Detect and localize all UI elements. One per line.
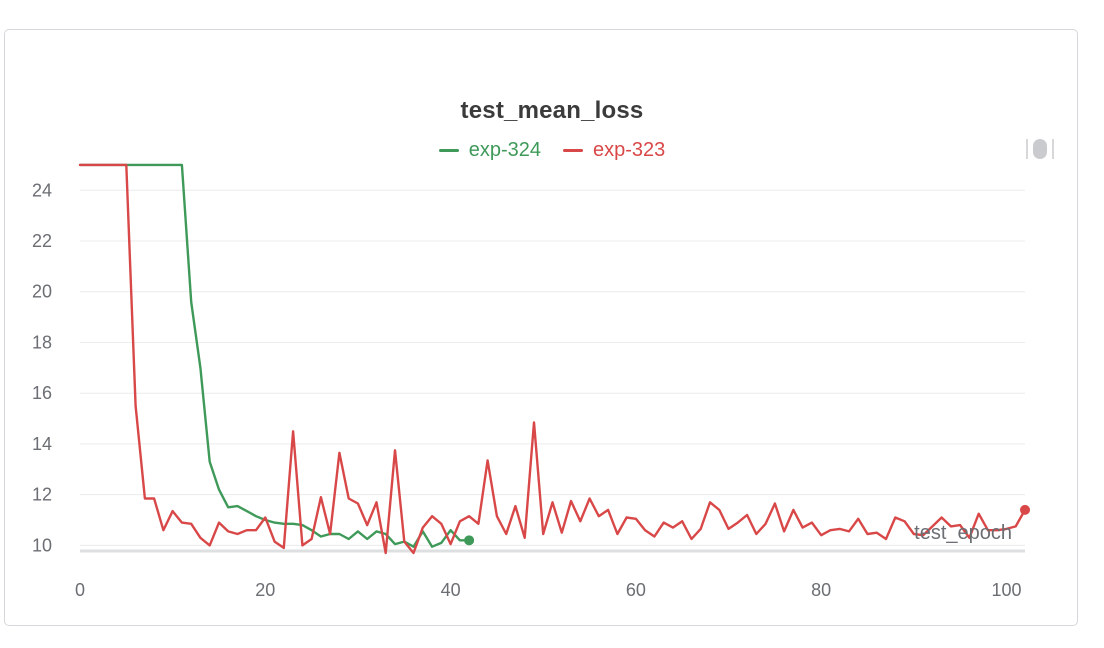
y-tick-label-3: 16	[32, 383, 52, 403]
chart-legend: exp-324 exp-323	[0, 139, 1104, 162]
x-axis-title: test_epoch	[914, 522, 1012, 544]
series-end-marker-1	[1020, 504, 1030, 515]
legend-swatch-series-0	[438, 149, 459, 152]
series-layer	[78, 163, 1030, 555]
y-tick-label-6: 22	[32, 231, 52, 251]
legend-label-series-1: exp-323	[593, 139, 666, 161]
y-tick-label-2: 14	[32, 434, 52, 454]
chart-panel	[4, 29, 1078, 626]
series-line-0	[78, 163, 471, 548]
y-tick-label-1: 12	[32, 485, 52, 505]
chart-title: test_mean_loss	[460, 97, 644, 124]
legend-item-series-1[interactable]: exp-323	[563, 139, 665, 162]
scroll-handle-icon[interactable]	[1026, 137, 1054, 161]
series-end-marker-0	[464, 535, 475, 546]
legend-item-series-0[interactable]: exp-324	[438, 139, 541, 162]
x-tick-label-5: 100	[991, 580, 1021, 600]
y-tick-label-4: 18	[32, 332, 52, 352]
legend-label-series-0: exp-324	[468, 139, 541, 161]
x-tick-label-1: 20	[255, 580, 275, 600]
x-tick-label-3: 60	[626, 580, 646, 600]
x-tick-label-4: 80	[811, 580, 831, 600]
legend-swatch-series-1	[563, 149, 583, 152]
y-tick-label-0: 10	[32, 535, 52, 555]
y-tick-label-7: 24	[32, 180, 52, 200]
x-tick-label-0: 0	[75, 580, 85, 600]
grid-layer	[80, 189, 1025, 546]
x-tick-label-2: 40	[441, 580, 461, 600]
y-tick-label-5: 20	[32, 282, 52, 302]
series-line-1	[78, 163, 1027, 555]
label-layer: 10 12 14 16 18 20 22 24 0 20 40 60 80 100 test_epoch	[32, 180, 1022, 600]
